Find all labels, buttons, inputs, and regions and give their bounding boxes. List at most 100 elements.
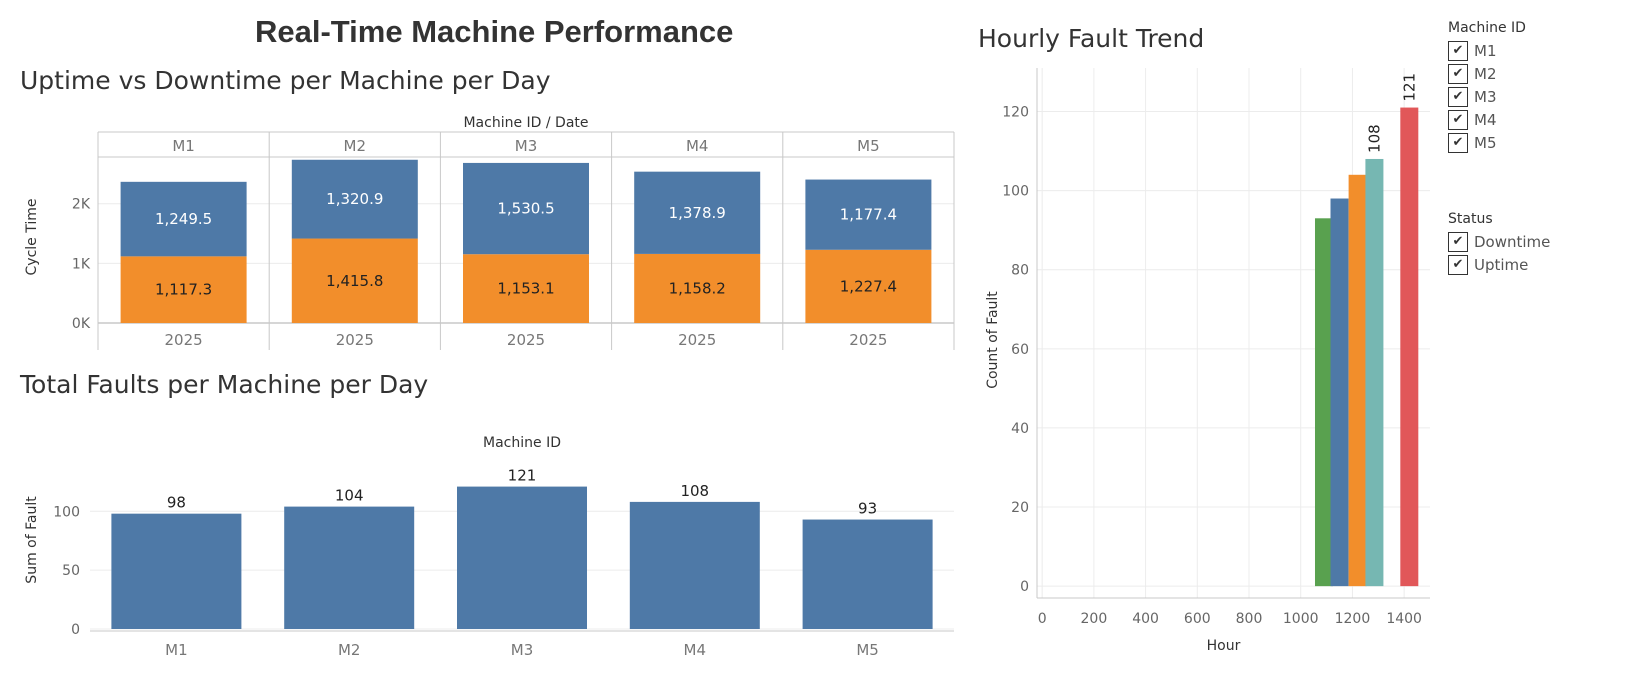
downtime-value-label: 1,117.3 (155, 281, 212, 299)
x-tick-label: M5 (856, 641, 879, 659)
legend-label: M2 (1474, 64, 1497, 83)
legend-item-uptime[interactable]: ✔ Uptime (1448, 253, 1550, 276)
y-tick-label: 2K (72, 197, 91, 213)
faults-per-machine-chart: Machine ID 0 50 100 Sum of Fault 98 M1 104 M2 121… (24, 435, 954, 659)
legend-label: Uptime (1474, 255, 1529, 274)
downtime-value-label: 1,158.2 (669, 279, 726, 297)
hourly-fault-bar (1365, 158, 1384, 587)
check-icon: ✔ (1452, 112, 1464, 127)
x-tick-label: 600 (1184, 611, 1211, 627)
x-axis-title: Hour (1207, 638, 1241, 654)
y-axis-title: Count of Fault (985, 291, 1001, 389)
downtime-bar (120, 256, 247, 323)
fault-value-label: 108 (680, 482, 709, 500)
uptime-bar (463, 162, 589, 255)
y-tick-label: 80 (1011, 263, 1029, 279)
legend-checkbox[interactable]: ✔ (1448, 86, 1468, 107)
x-tick-label: 0 (1038, 611, 1047, 627)
x-tick-label: M2 (338, 641, 361, 659)
y-tick-label: 0 (71, 622, 80, 638)
uptime-value-label: 1,249.5 (155, 210, 212, 228)
x-tick-label: M1 (165, 641, 188, 659)
uptime-bar (805, 179, 932, 250)
y-axis-title: Cycle Time (24, 199, 40, 276)
dashboard-title: Real-Time Machine Performance (255, 14, 734, 49)
x-tick-label: M3 (511, 641, 534, 659)
hourly-fault-bar (1314, 218, 1333, 587)
legend-item-m5[interactable]: ✔ M5 (1448, 131, 1526, 154)
fault-bar (111, 513, 242, 629)
fault-value-label: 121 (508, 467, 537, 485)
legend-label: M5 (1474, 133, 1497, 152)
y-tick-label: 20 (1011, 500, 1029, 516)
uptime-chart-title: Uptime vs Downtime per Machine per Day (20, 66, 551, 95)
fault-bar (284, 506, 415, 629)
legend-item-m3[interactable]: ✔ M3 (1448, 85, 1526, 108)
x-tick-label: 200 (1081, 611, 1108, 627)
date-label: 2025 (336, 331, 374, 349)
y-axis-title: Sum of Fault (24, 496, 40, 584)
x-tick-label: 800 (1236, 611, 1263, 627)
downtime-value-label: 1,153.1 (497, 280, 554, 298)
y-tick-label: 50 (62, 563, 80, 579)
downtime-bar (805, 249, 932, 323)
legend-item-m2[interactable]: ✔ M2 (1448, 62, 1526, 85)
uptime-value-label: 1,320.9 (326, 190, 383, 208)
date-label: 2025 (165, 331, 203, 349)
hourly-fault-bar (1348, 174, 1367, 587)
column-header: Machine ID (483, 435, 561, 451)
machine-header-label: M2 (344, 137, 367, 155)
uptime-downtime-chart: Machine ID / Date 0K 1K 2K Cycle Time M1 2025 1… (24, 115, 955, 350)
legend-label: M3 (1474, 87, 1497, 106)
faults-chart-title: Total Faults per Machine per Day (20, 370, 429, 399)
legend-label: M4 (1474, 110, 1497, 129)
y-tick-label: 100 (1002, 184, 1029, 200)
status-legend-title: Status (1448, 211, 1493, 227)
check-icon: ✔ (1452, 89, 1464, 104)
check-icon: ✔ (1452, 66, 1464, 81)
machine-header-label: M4 (686, 137, 709, 155)
uptime-bar (291, 159, 418, 239)
legend-checkbox[interactable]: ✔ (1448, 63, 1468, 84)
legend-item-downtime[interactable]: ✔ Downtime (1448, 230, 1550, 253)
legend-checkbox[interactable]: ✔ (1448, 254, 1468, 275)
downtime-bar (291, 238, 418, 323)
check-icon: ✔ (1452, 234, 1464, 249)
uptime-value-label: 1,378.9 (669, 204, 726, 222)
y-tick-label: 40 (1011, 421, 1029, 437)
y-tick-label: 0 (1020, 579, 1029, 595)
date-label: 2025 (678, 331, 716, 349)
date-label: 2025 (507, 331, 545, 349)
fault-bar (802, 519, 933, 629)
x-tick-label: 1000 (1283, 611, 1319, 627)
downtime-bar (463, 254, 589, 323)
machine-id-legend-title: Machine ID (1448, 20, 1526, 36)
uptime-value-label: 1,177.4 (840, 206, 897, 224)
legend-checkbox[interactable]: ✔ (1448, 231, 1468, 252)
y-tick-label: 0K (72, 316, 91, 332)
legend-item-m1[interactable]: ✔ M1 (1448, 39, 1526, 62)
legend-checkbox[interactable]: ✔ (1448, 40, 1468, 61)
fault-bar (457, 486, 587, 629)
uptime-value-label: 1,530.5 (497, 200, 554, 218)
fault-value-label: 104 (335, 487, 364, 505)
check-icon: ✔ (1452, 257, 1464, 272)
legend-label: Downtime (1474, 232, 1551, 251)
x-tick-label: 1200 (1335, 611, 1371, 627)
downtime-value-label: 1,227.4 (840, 277, 897, 295)
x-tick-label: 400 (1132, 611, 1159, 627)
machine-header-label: M5 (857, 137, 880, 155)
legend-checkbox[interactable]: ✔ (1448, 109, 1468, 130)
downtime-value-label: 1,415.8 (326, 272, 383, 290)
legend-checkbox[interactable]: ✔ (1448, 132, 1468, 153)
uptime-bar (120, 181, 247, 257)
hourly-chart-title: Hourly Fault Trend (978, 24, 1205, 53)
column-header: Machine ID / Date (463, 115, 588, 131)
fault-value-label: 98 (167, 494, 186, 512)
hourly-value-label: 108 (1365, 124, 1383, 153)
y-tick-label: 1K (72, 256, 91, 272)
x-tick-label: M4 (684, 641, 707, 659)
legend-item-m4[interactable]: ✔ M4 (1448, 108, 1526, 131)
check-icon: ✔ (1452, 43, 1464, 58)
y-tick-label: 120 (1002, 105, 1029, 121)
